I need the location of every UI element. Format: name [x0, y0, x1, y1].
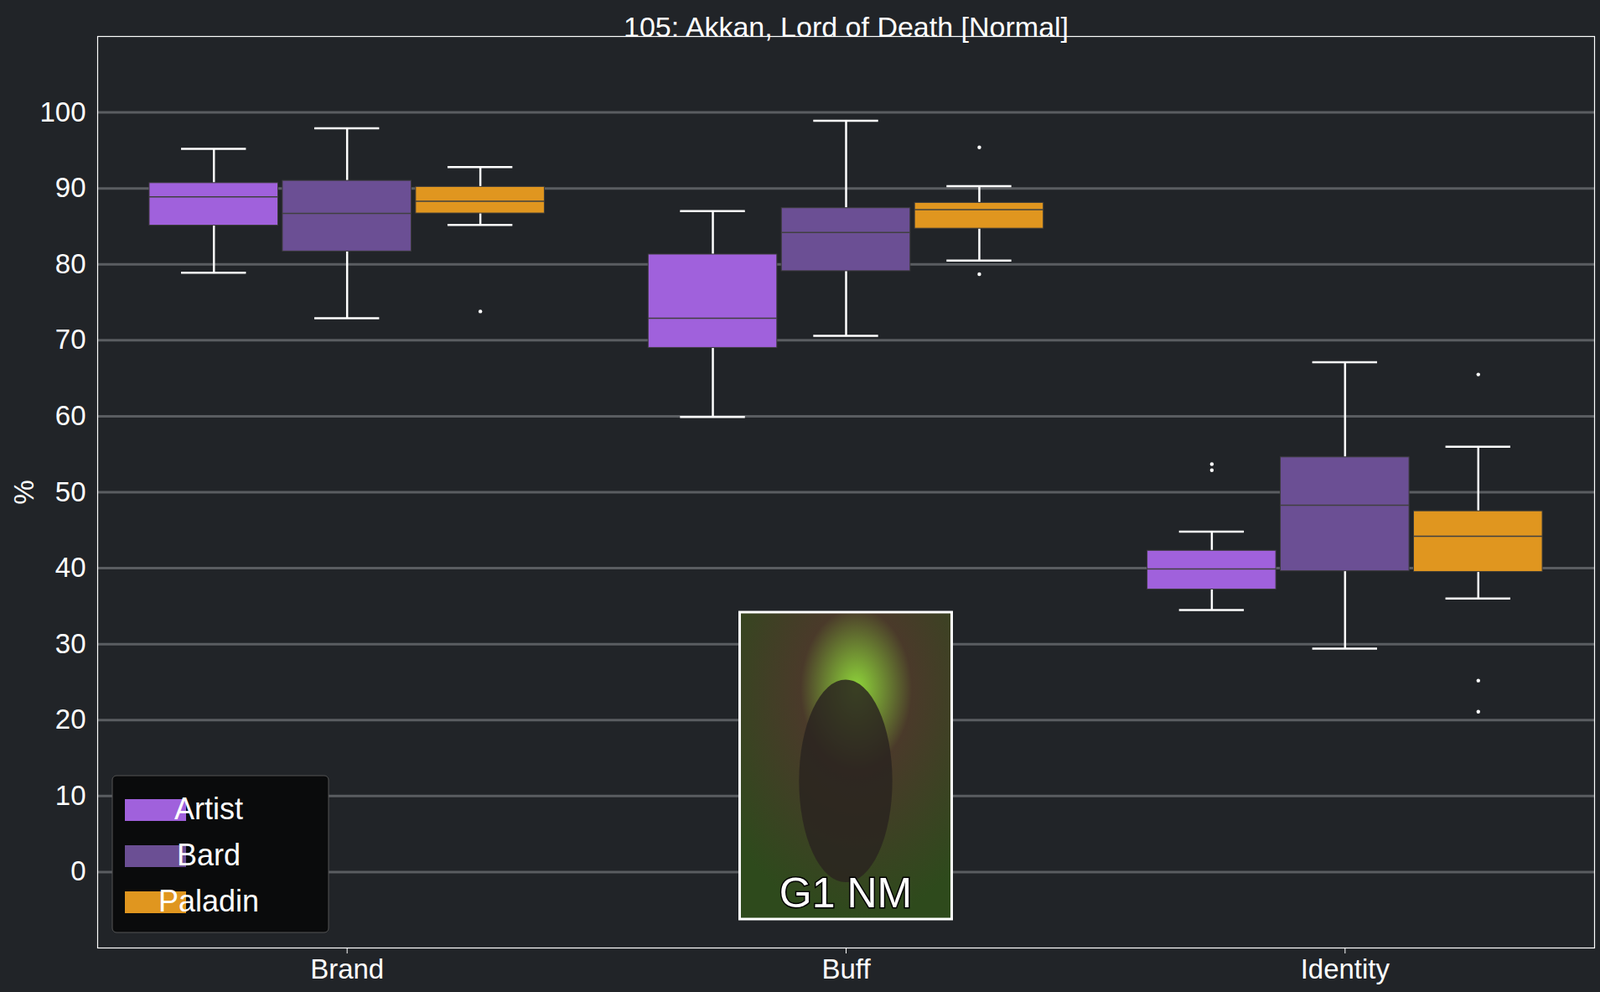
svg-text:Artist: Artist — [174, 791, 244, 826]
svg-text:20: 20 — [55, 703, 87, 735]
svg-text:Buff: Buff — [821, 952, 871, 984]
svg-text:50: 50 — [55, 476, 87, 508]
svg-text:90: 90 — [55, 171, 87, 203]
svg-text:Brand: Brand — [310, 952, 384, 984]
svg-text:G1 NM: G1 NM — [779, 869, 912, 917]
svg-text:Bard: Bard — [176, 837, 241, 872]
svg-text:Identity: Identity — [1300, 952, 1391, 984]
svg-text:%: % — [8, 479, 40, 504]
svg-text:0: 0 — [70, 854, 86, 886]
svg-text:10: 10 — [55, 779, 87, 811]
svg-text:Paladin: Paladin — [158, 883, 259, 918]
svg-text:60: 60 — [55, 399, 87, 431]
svg-text:70: 70 — [55, 323, 87, 355]
svg-text:40: 40 — [55, 551, 87, 583]
svg-text:105: Akkan, Lord of Death [Nor: 105: Akkan, Lord of Death [Normal] — [623, 10, 1069, 43]
svg-text:80: 80 — [55, 248, 87, 280]
svg-text:30: 30 — [55, 627, 87, 659]
svg-text:100: 100 — [39, 96, 86, 128]
